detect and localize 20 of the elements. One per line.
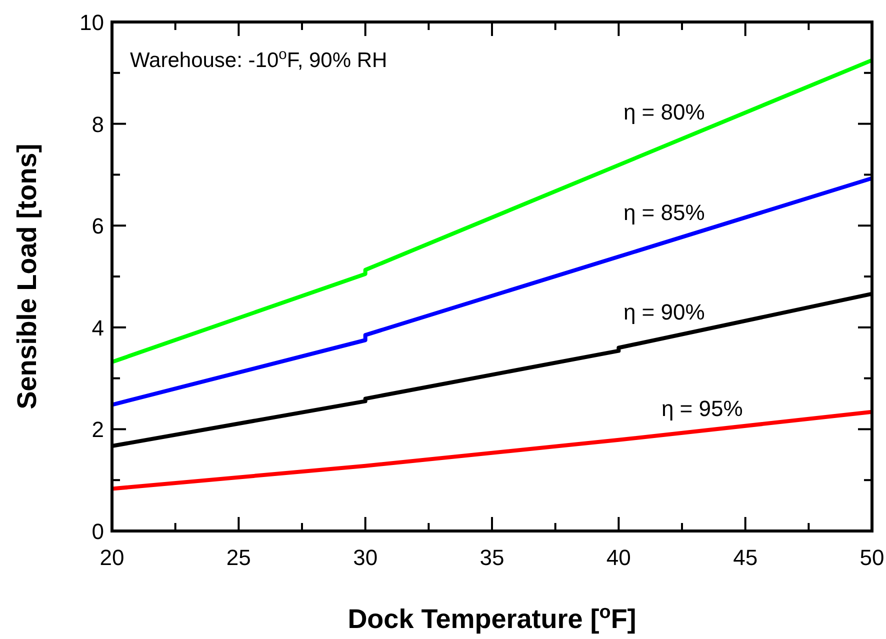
y-tick-label: 0: [92, 519, 104, 544]
x-tick-label: 50: [860, 545, 884, 570]
series-label: η = 80%: [623, 99, 705, 124]
y-tick-label: 2: [92, 417, 104, 442]
y-tick-label: 4: [92, 315, 104, 340]
series-label: η = 95%: [661, 396, 743, 422]
y-tick-label: 6: [92, 214, 104, 239]
x-axis-title: Dock Temperature [$^{o}$F]: [348, 602, 636, 634]
x-tick-label: 30: [353, 545, 378, 570]
x-tick-label: 20: [100, 545, 124, 570]
x-tick-label: 45: [733, 545, 758, 570]
x-tick-label: 40: [606, 545, 631, 570]
series-label: η = 85%: [623, 200, 705, 225]
series-label: η = 90%: [623, 299, 705, 324]
x-tick-label: 35: [480, 545, 504, 570]
y-tick-label: 10: [80, 10, 104, 35]
y-tick-label: 8: [92, 112, 104, 137]
x-tick-label: 25: [226, 545, 251, 570]
annotation: Warehouse: -10$^{o}$F, 90% RH: [130, 47, 388, 72]
y-axis-title: Sensible Load [tons]: [12, 144, 42, 410]
